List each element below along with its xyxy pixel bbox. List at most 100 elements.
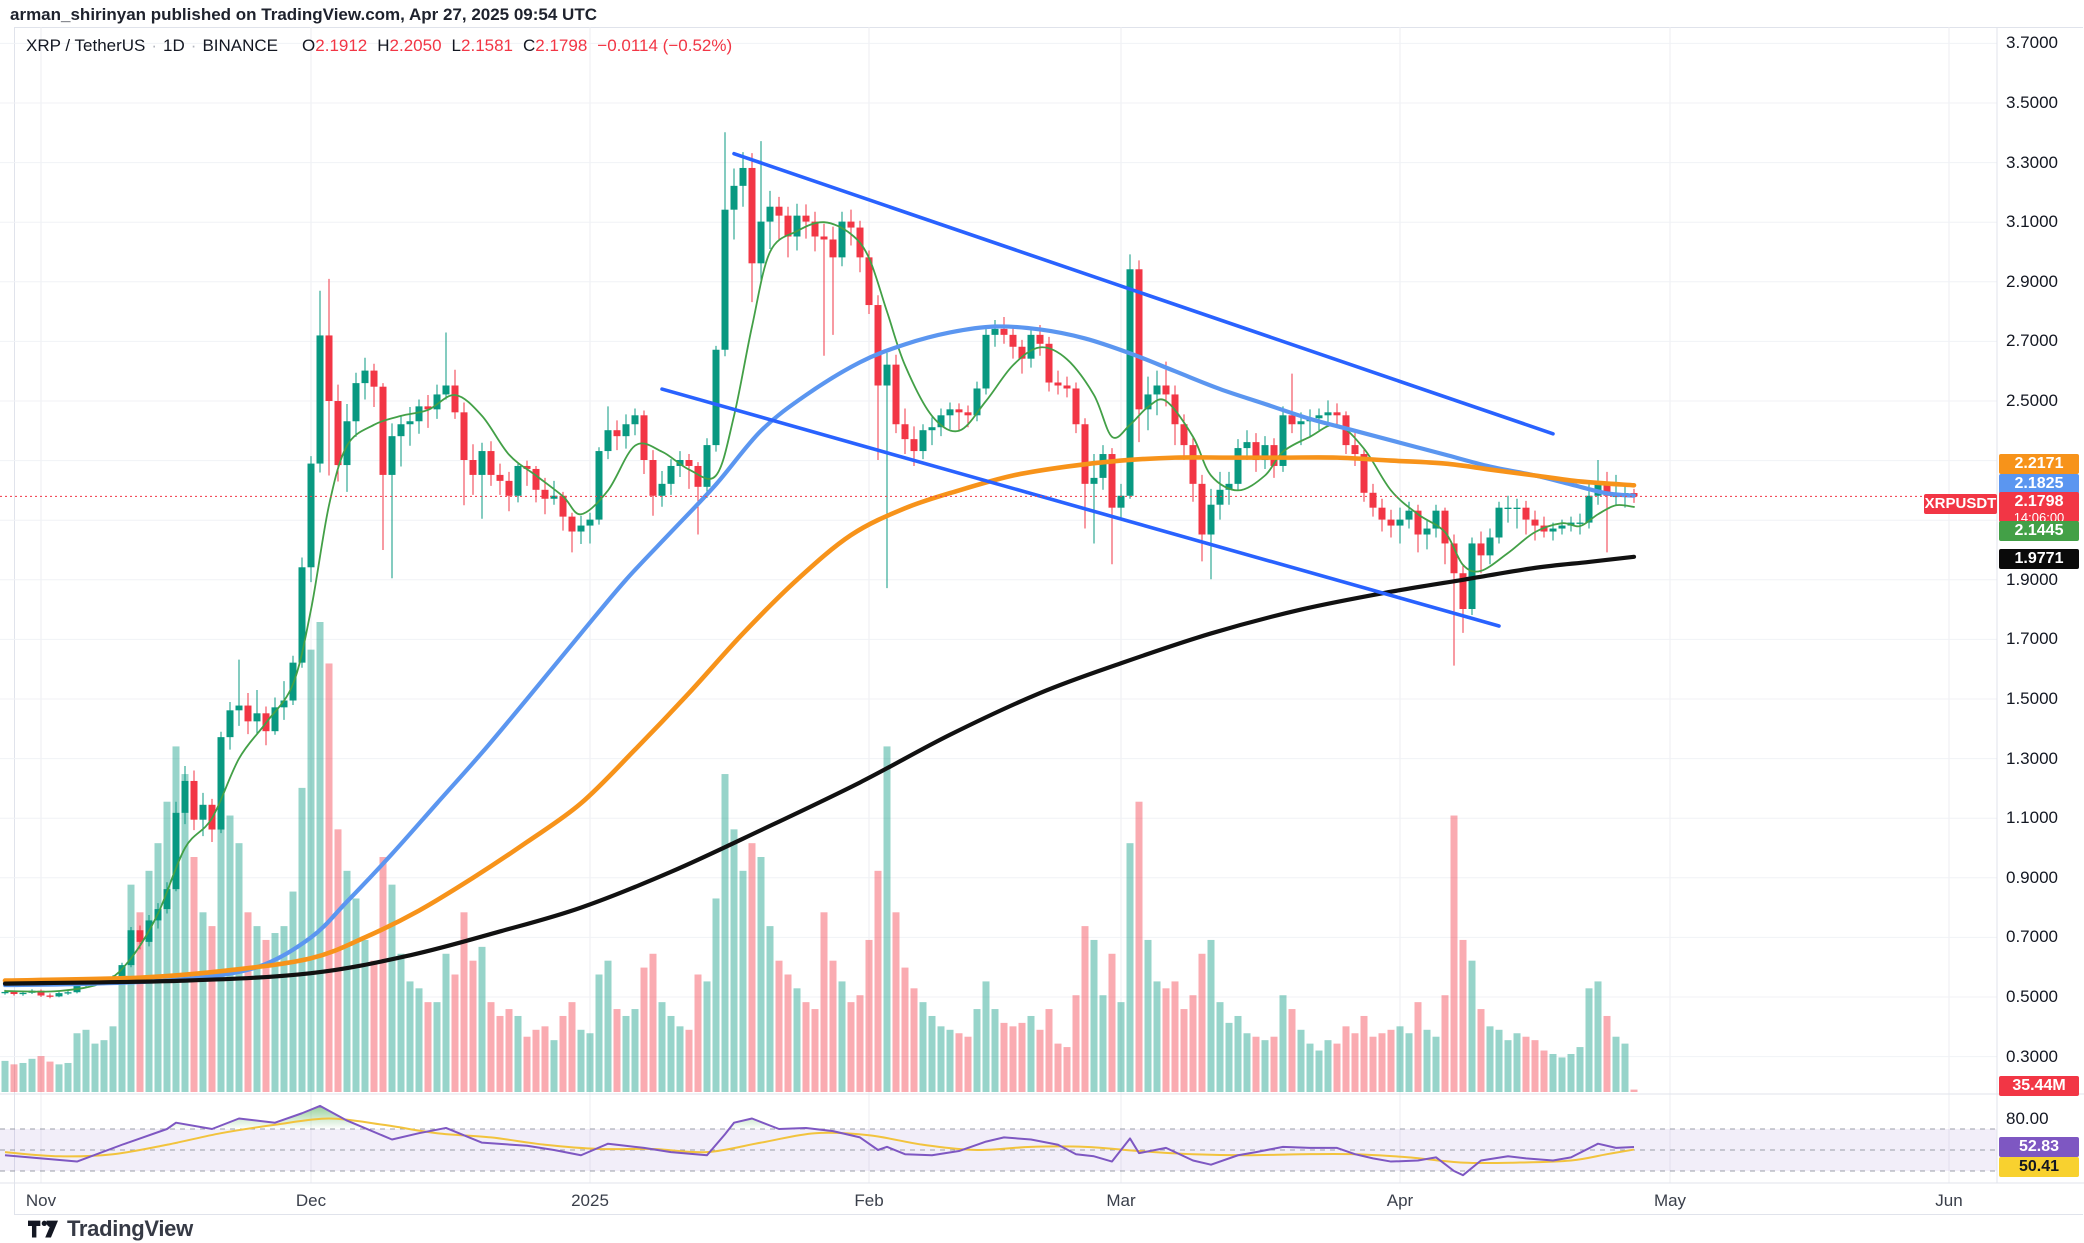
volume-bar: [1261, 1040, 1269, 1092]
candle-body: [226, 710, 234, 738]
candle-body: [559, 495, 567, 517]
candle-body: [1225, 483, 1233, 490]
volume-bar: [1477, 1009, 1485, 1092]
candle-body: [1045, 343, 1053, 383]
candle-body: [118, 965, 126, 977]
candle-body: [820, 236, 828, 240]
candle-body: [271, 707, 279, 732]
tradingview-attribution[interactable]: TradingView: [28, 1216, 193, 1242]
volume-bar: [55, 1064, 63, 1092]
chart-frame: [14, 27, 2083, 1215]
volume-bar: [667, 1015, 675, 1092]
candle-body: [172, 812, 180, 890]
candle-body: [1126, 269, 1134, 496]
volume-bar: [199, 912, 207, 1092]
volume-bar: [1207, 939, 1215, 1092]
candle-body: [1549, 528, 1557, 532]
candle-body: [1216, 489, 1224, 505]
volume-bar: [739, 870, 747, 1092]
time-axis-tick-Dec: Dec: [295, 1191, 327, 1210]
high-key: H: [377, 36, 390, 55]
volume-bar: [874, 870, 882, 1092]
rsi-ma-value-label: 50.41: [1999, 1157, 2079, 1177]
volume-bar: [1423, 1029, 1431, 1092]
volume-bar: [1585, 988, 1593, 1092]
volume-bar: [226, 815, 234, 1092]
volume-bar: [1081, 926, 1089, 1092]
candle-body: [1531, 519, 1539, 526]
legend-separator: ·: [151, 36, 158, 55]
candle-body: [478, 451, 486, 475]
candle-body: [1477, 543, 1485, 556]
symbol-title[interactable]: XRP / TetherUS: [26, 36, 146, 55]
candle-body: [1432, 510, 1440, 529]
ma-line-ema_fast: [4, 221, 1635, 993]
candle-body: [901, 424, 909, 440]
candle-body: [757, 221, 765, 264]
candle-body: [442, 385, 450, 395]
volume-bar: [136, 912, 144, 1092]
candle-body: [1279, 415, 1287, 466]
volume-bar: [1018, 1022, 1026, 1092]
volume-bar: [1171, 981, 1179, 1092]
candle-body: [19, 992, 27, 995]
volume-bar: [1351, 1033, 1359, 1092]
volume-bar: [1540, 1050, 1548, 1092]
candle-body: [136, 930, 144, 942]
time-axis-tick-Apr: Apr: [1386, 1191, 1414, 1210]
candle-body: [1009, 334, 1017, 347]
volume-bar: [1459, 939, 1467, 1092]
candle-body: [1252, 442, 1260, 461]
volume-bar: [1306, 1043, 1314, 1092]
interval-label[interactable]: 1D: [163, 36, 185, 55]
candle-body: [811, 221, 819, 237]
volume-bar: [91, 1043, 99, 1092]
price-axis-tick: 3.7000: [2006, 33, 2058, 53]
candle-body: [577, 525, 585, 532]
volume-bar: [370, 960, 378, 1092]
volume-bar: [1576, 1047, 1584, 1092]
volume-bar: [1630, 1089, 1638, 1092]
volume-bar: [388, 884, 396, 1092]
price-axis-tick: 0.7000: [2006, 927, 2058, 947]
volume-bar: [1315, 1050, 1323, 1092]
volume-bar: [1549, 1053, 1557, 1092]
volume-bar: [10, 1064, 18, 1092]
candle-body: [280, 700, 288, 708]
volume-bar: [550, 1040, 558, 1092]
volume-bar: [1594, 981, 1602, 1092]
candle-body: [181, 780, 189, 813]
price-axis-tick: 3.1000: [2006, 212, 2058, 232]
candle-body: [685, 460, 693, 466]
low-value: 2.1581: [461, 36, 514, 55]
tradingview-wordmark: TradingView: [67, 1216, 193, 1241]
candle-body: [451, 385, 459, 413]
candle-body: [1360, 454, 1368, 493]
volume-bar: [433, 1002, 441, 1092]
candle-body: [1054, 382, 1062, 386]
volume-bar: [1045, 1009, 1053, 1092]
time-axis-tick-Nov: Nov: [25, 1191, 57, 1210]
volume-bar: [1450, 815, 1458, 1092]
volume-bar: [298, 787, 306, 1092]
candle-body: [1243, 442, 1251, 449]
volume-bar: [262, 939, 270, 1092]
candle-body: [928, 427, 936, 431]
volume-bar: [1378, 1033, 1386, 1092]
candle-body: [316, 335, 324, 464]
trendline[interactable]: [732, 151, 1555, 436]
volume-bar: [1063, 1047, 1071, 1092]
candle-body: [127, 930, 135, 966]
volume-bar: [1603, 1015, 1611, 1092]
volume-bar: [19, 1062, 27, 1092]
volume-bar: [757, 857, 765, 1092]
candle-body: [433, 394, 441, 410]
candle-body: [550, 495, 558, 499]
published-byline: arman_shirinyan published on TradingView…: [10, 5, 597, 24]
candle-body: [838, 221, 846, 258]
candle-body: [1261, 445, 1269, 461]
time-axis-tick-May: May: [1653, 1191, 1687, 1210]
candle-body: [10, 991, 18, 995]
trendline[interactable]: [660, 387, 1501, 628]
